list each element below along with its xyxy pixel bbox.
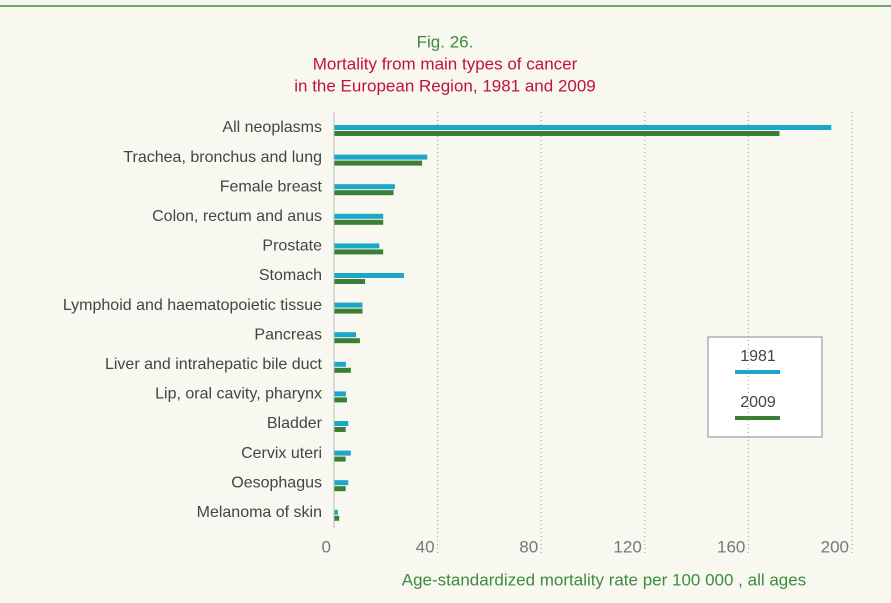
y-tick-label: Oesophagus bbox=[231, 474, 322, 491]
legend-label: 1981 bbox=[740, 348, 776, 365]
chart-subtitle: Mortality from main types of cancer bbox=[313, 54, 578, 73]
x-tick-label: 40 bbox=[416, 537, 435, 556]
y-tick-label: Trachea, bronchus and lung bbox=[123, 149, 322, 166]
bar bbox=[334, 190, 394, 196]
bar bbox=[334, 450, 351, 456]
legend-label: 2009 bbox=[740, 394, 776, 411]
bar bbox=[334, 249, 384, 255]
chart-title: Fig. 26. bbox=[417, 32, 474, 51]
bar bbox=[334, 160, 423, 166]
y-tick-label: Lip, oral cavity, pharynx bbox=[155, 386, 322, 403]
x-axis-label: Age-standardized mortality rate per 100 … bbox=[402, 570, 806, 589]
chart-subtitle: in the European Region, 1981 and 2009 bbox=[294, 76, 596, 95]
y-tick-label: Bladder bbox=[267, 415, 323, 432]
bar bbox=[334, 273, 404, 278]
y-tick-label: Female breast bbox=[220, 178, 323, 195]
bar bbox=[334, 184, 395, 190]
y-tick-label: Melanoma of skin bbox=[197, 504, 322, 521]
bar bbox=[334, 397, 347, 403]
bar bbox=[334, 308, 363, 314]
bar bbox=[334, 421, 349, 426]
y-tick-label: Colon, rectum and anus bbox=[152, 208, 322, 225]
bar bbox=[334, 302, 363, 308]
bar bbox=[334, 515, 340, 521]
bar bbox=[334, 367, 351, 373]
bar bbox=[334, 154, 428, 160]
bar bbox=[334, 509, 338, 515]
x-tick-label: 160 bbox=[717, 537, 745, 556]
bar bbox=[334, 361, 346, 367]
y-tick-label: Pancreas bbox=[254, 326, 322, 343]
x-tick-label: 200 bbox=[821, 537, 849, 556]
bar bbox=[334, 427, 346, 432]
bar bbox=[334, 219, 384, 225]
x-tick-label: 80 bbox=[519, 537, 538, 556]
y-tick-label: Liver and intrahepatic bile duct bbox=[105, 356, 323, 373]
bar bbox=[334, 391, 346, 397]
bar bbox=[334, 338, 360, 344]
bar bbox=[334, 480, 349, 486]
x-tick-label: 0 bbox=[322, 537, 331, 556]
y-tick-label: Prostate bbox=[262, 238, 322, 255]
y-tick-label: Stomach bbox=[259, 267, 322, 284]
y-tick-label: All neoplasms bbox=[222, 119, 322, 136]
bar bbox=[334, 456, 346, 462]
y-tick-label: Lymphoid and haematopoietic tissue bbox=[63, 297, 322, 314]
legend-box bbox=[707, 336, 823, 438]
legend-swatch bbox=[735, 416, 780, 420]
bar bbox=[334, 131, 780, 136]
bar bbox=[334, 125, 832, 130]
bar bbox=[334, 332, 357, 338]
bar bbox=[334, 213, 384, 219]
x-tick-label: 120 bbox=[613, 537, 641, 556]
bar bbox=[334, 279, 366, 284]
legend-swatch bbox=[735, 370, 780, 374]
bar bbox=[334, 243, 380, 249]
bar bbox=[334, 486, 346, 492]
y-tick-label: Cervix uteri bbox=[241, 445, 322, 462]
